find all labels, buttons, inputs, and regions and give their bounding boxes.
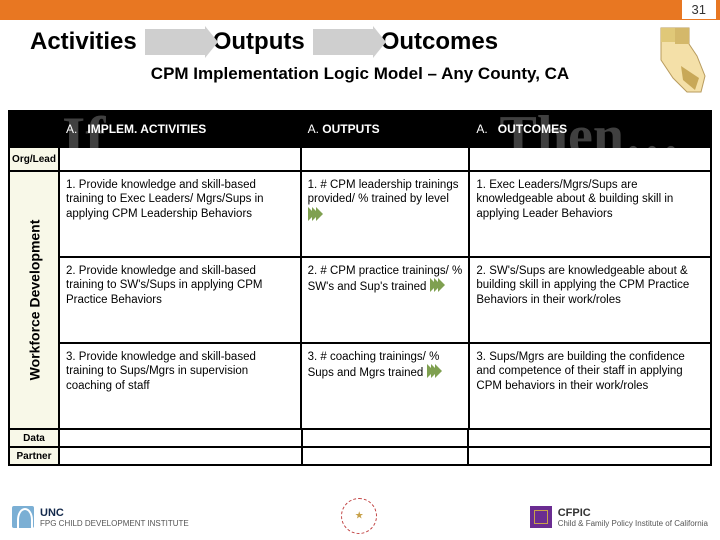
activity-cell: 3. Provide knowledge and skill-based tra… <box>59 343 301 429</box>
arrow-icon <box>145 29 205 55</box>
header-row: A. IMPLEM. ACTIVITIES A. OUTPUTS A. OUTC… <box>59 111 711 147</box>
data-row <box>59 429 711 447</box>
outcome-cell: 2. SW's/Sups are knowledgeable about & b… <box>469 257 711 343</box>
chevron-icon <box>430 278 442 296</box>
orglead-row <box>59 147 711 171</box>
side-column: Org/Lead Workforce Development Data Part… <box>9 111 59 465</box>
footer: UNCFPG CHILD DEVELOPMENT INSTITUTE CFPIC… <box>0 498 720 536</box>
logic-model-table: Org/Lead Workforce Development Data Part… <box>8 110 712 466</box>
table-row: 2. Provide knowledge and skill-based tra… <box>59 257 711 343</box>
label-outputs: Outputs <box>213 28 305 56</box>
page-header-bar: 31 <box>0 0 720 20</box>
label-activities: Activities <box>30 28 137 56</box>
unc-shield-icon <box>12 506 34 528</box>
side-orglead: Org/Lead <box>12 154 56 165</box>
output-cell: 2. # CPM practice trainings/ % SW's and … <box>301 257 470 343</box>
side-data: Data <box>23 433 45 444</box>
california-map-icon <box>646 26 716 96</box>
main-columns: A. IMPLEM. ACTIVITIES A. OUTPUTS A. OUTC… <box>59 111 711 465</box>
side-workforce: Workforce Development <box>26 220 42 381</box>
header-outputs: A. OUTPUTS <box>301 111 470 147</box>
table-row: 1. Provide knowledge and skill-based tra… <box>59 171 711 257</box>
header-outcomes: A. OUTCOMES <box>469 111 711 147</box>
arrow-icon <box>313 29 373 55</box>
activity-cell: 1. Provide knowledge and skill-based tra… <box>59 171 301 257</box>
activity-cell: 2. Provide knowledge and skill-based tra… <box>59 257 301 343</box>
chevron-icon <box>427 364 439 382</box>
outcome-cell: 3. Sups/Mgrs are building the confidence… <box>469 343 711 429</box>
side-partner: Partner <box>16 451 51 462</box>
flow-header: Activities Outputs Outcomes <box>0 20 720 60</box>
cfpic-square-icon <box>530 506 552 528</box>
partner-row <box>59 447 711 465</box>
subtitle: CPM Implementation Logic Model – Any Cou… <box>0 60 720 90</box>
unc-logo: UNCFPG CHILD DEVELOPMENT INSTITUTE <box>12 506 189 528</box>
cfpic-logo: CFPICChild & Family Policy Institute of … <box>530 506 708 528</box>
chevron-icon <box>308 207 320 225</box>
outcome-cell: 1. Exec Leaders/Mgrs/Sups are knowledgea… <box>469 171 711 257</box>
output-cell: 1. # CPM leadership trainings provided/ … <box>301 171 470 257</box>
label-outcomes: Outcomes <box>381 28 498 56</box>
cpm-badge <box>341 498 377 536</box>
star-ring-icon <box>341 498 377 534</box>
header-activities: A. IMPLEM. ACTIVITIES <box>59 111 301 147</box>
output-cell: 3. # coaching trainings/ % Sups and Mgrs… <box>301 343 470 429</box>
table-row: 3. Provide knowledge and skill-based tra… <box>59 343 711 429</box>
page-number: 31 <box>682 0 716 19</box>
